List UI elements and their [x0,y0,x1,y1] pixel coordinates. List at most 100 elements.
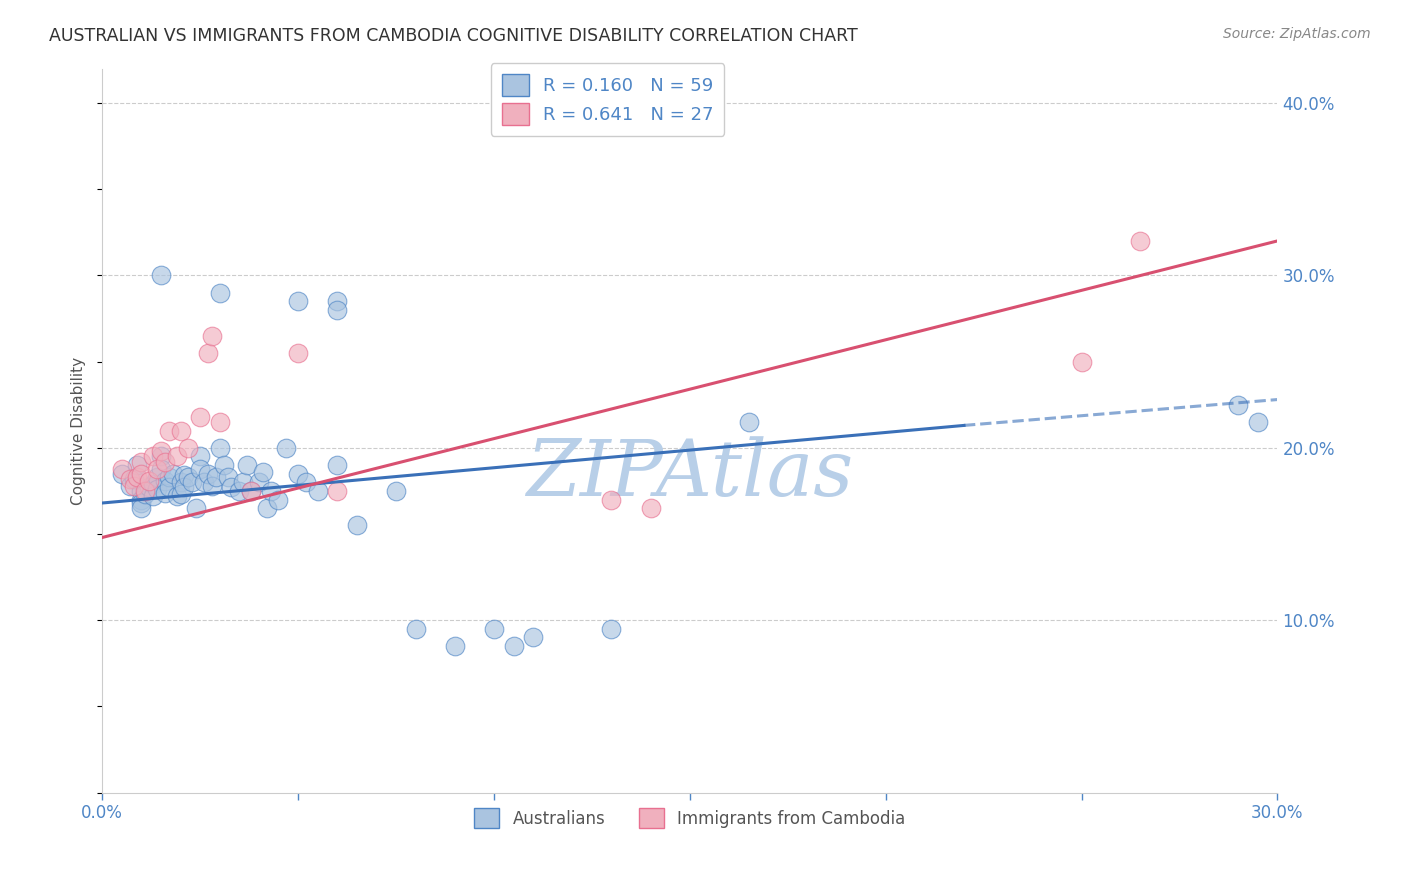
Point [134,487,156,501]
Point [169,475,191,490]
Point [502,639,524,653]
Point [197,467,219,481]
Point [193,475,215,490]
Point [131,483,153,498]
Point [142,489,165,503]
Point [149,268,172,283]
Point [256,501,278,516]
Point [146,482,169,496]
Point [118,479,141,493]
Point [188,409,211,424]
Point [131,501,153,516]
Point [122,472,145,486]
Point [240,483,263,498]
Point [153,455,176,469]
Point [228,483,250,498]
Point [640,501,662,516]
Point [149,450,172,464]
Point [232,475,254,490]
Point [212,458,235,472]
Point [197,346,219,360]
Point [326,483,349,498]
Point [127,470,149,484]
Point [111,461,134,475]
Point [737,415,759,429]
Point [157,424,180,438]
Point [146,470,169,484]
Legend: Australians, Immigrants from Cambodia: Australians, Immigrants from Cambodia [468,801,912,835]
Point [177,470,200,484]
Point [169,424,191,438]
Point [146,461,169,475]
Point [522,631,544,645]
Point [1227,398,1250,412]
Point [208,285,231,300]
Point [138,474,160,488]
Point [173,468,195,483]
Point [287,346,309,360]
Point [169,487,191,501]
Point [131,496,153,510]
Point [166,450,188,464]
Point [247,475,270,490]
Point [1070,354,1092,368]
Point [295,475,318,490]
Point [287,467,309,481]
Point [118,472,141,486]
Text: ZIPAtlas: ZIPAtlas [526,436,853,512]
Point [240,483,263,498]
Point [1247,415,1270,429]
Point [600,622,623,636]
Point [307,483,329,498]
Point [326,302,349,317]
Point [267,492,290,507]
Point [157,481,180,495]
Point [204,470,226,484]
Point [252,465,274,479]
Point [153,474,176,488]
Point [326,294,349,309]
Point [443,639,465,653]
Point [131,455,153,469]
Point [276,441,298,455]
Point [208,415,231,429]
Point [482,622,505,636]
Point [177,441,200,455]
Point [201,328,224,343]
Point [173,481,195,495]
Point [188,461,211,475]
Point [326,458,349,472]
Point [162,467,184,481]
Point [208,441,231,455]
Y-axis label: Cognitive Disability: Cognitive Disability [72,357,86,505]
Point [287,294,309,309]
Point [149,461,172,475]
Point [405,622,427,636]
Text: AUSTRALIAN VS IMMIGRANTS FROM CAMBODIA COGNITIVE DISABILITY CORRELATION CHART: AUSTRALIAN VS IMMIGRANTS FROM CAMBODIA C… [49,27,858,45]
Point [153,485,176,500]
Point [122,479,145,493]
Point [236,458,259,472]
Point [1129,234,1152,248]
Point [188,450,211,464]
Point [111,467,134,481]
Point [134,483,156,498]
Point [142,450,165,464]
Point [127,458,149,472]
Point [131,492,153,507]
Point [142,477,165,491]
Point [346,518,368,533]
Point [149,444,172,458]
Point [166,489,188,503]
Point [181,475,204,490]
Point [221,481,243,495]
Point [131,467,153,481]
Point [138,481,160,495]
Point [260,483,283,498]
Point [186,501,208,516]
Point [385,483,408,498]
Text: Source: ZipAtlas.com: Source: ZipAtlas.com [1223,27,1371,41]
Point [600,492,623,507]
Point [201,479,224,493]
Point [157,470,180,484]
